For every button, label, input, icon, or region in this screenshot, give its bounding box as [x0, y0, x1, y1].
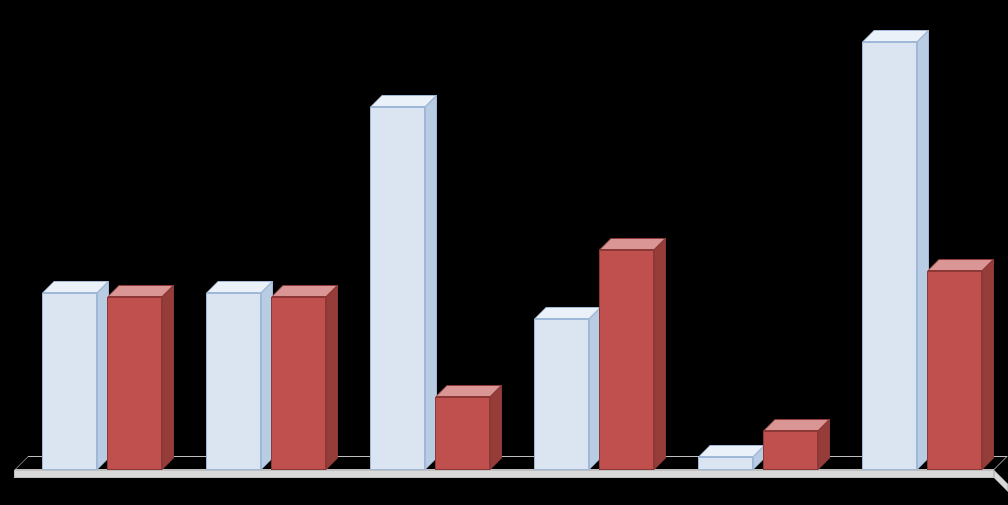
bar-side: [162, 285, 174, 470]
bar-front: [599, 250, 654, 470]
bar-front: [698, 457, 753, 470]
bar-side: [982, 259, 994, 470]
bar-side: [490, 385, 502, 470]
bar-front: [206, 293, 261, 470]
bar-side: [326, 285, 338, 470]
bar-front: [763, 431, 818, 470]
bar-front: [370, 107, 425, 470]
floor-front-edge: [14, 470, 994, 478]
bar-front: [42, 293, 97, 470]
bar-front: [927, 271, 982, 470]
bar-front: [107, 297, 162, 470]
bar-front: [271, 297, 326, 470]
floor-side-edge: [994, 470, 1008, 492]
bar-front: [534, 319, 589, 470]
bar-chart: [0, 0, 1008, 505]
bar-side: [654, 238, 666, 470]
bar-front: [862, 42, 917, 470]
bar-front: [435, 397, 490, 470]
